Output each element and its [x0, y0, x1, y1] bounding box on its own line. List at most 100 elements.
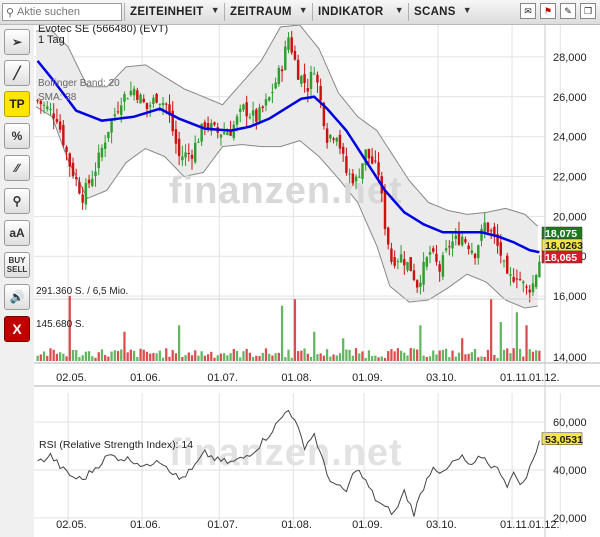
volume-bar — [55, 353, 59, 361]
menu-scans[interactable]: SCANS ▼ — [408, 3, 476, 21]
edit-icon[interactable]: ✎ — [560, 3, 576, 19]
volume-bar — [461, 338, 464, 361]
volume-bar — [535, 350, 538, 361]
volume-bar — [335, 355, 338, 361]
candle-down — [203, 122, 207, 128]
rsi-label: RSI (Relative Strength Index): 14 — [39, 439, 193, 451]
menu-zeiteinheit[interactable]: ZEITEINHEIT ▼ — [124, 3, 224, 21]
x-tick-label: 02.05. — [56, 372, 87, 384]
volume-bar — [94, 357, 97, 361]
volume-bar — [142, 349, 145, 361]
candle-up — [502, 260, 506, 262]
drawing-toolbar: ➢ ╱ TP % ∕∕ ⚲ aA BUY SELL 🔊 X — [0, 25, 35, 537]
volume-bar — [396, 348, 399, 361]
volume-bar — [435, 354, 438, 361]
candle-down — [464, 239, 467, 243]
candle-up — [103, 142, 107, 149]
volume-bar — [255, 355, 258, 361]
percent-tool[interactable]: % — [4, 123, 30, 149]
tp-tool[interactable]: TP — [4, 91, 30, 117]
menu-indikator[interactable]: INDIKATOR ▼ — [312, 3, 408, 21]
volume-bar — [448, 357, 451, 361]
copy-icon[interactable]: ❐ — [580, 3, 596, 19]
volume-bar — [419, 325, 422, 361]
candle-up — [152, 97, 155, 105]
toolbar: ⚲ Aktie suchen ZEITEINHEIT ▼ ZEITRAUM ▼ IN… — [0, 0, 600, 25]
zoom-tool[interactable]: ⚲ — [4, 188, 30, 214]
line-tool[interactable]: ╱ — [4, 60, 30, 86]
parallel-lines-tool[interactable]: ∕∕ — [4, 155, 30, 181]
candle-up — [258, 107, 261, 121]
volume-bar — [506, 348, 509, 361]
chevron-down-icon: ▼ — [462, 5, 472, 15]
text-tool[interactable]: aA — [4, 220, 30, 246]
y-tick-label: 20,000 — [553, 211, 587, 223]
menu-zeitraum[interactable]: ZEITRAUM ▼ — [224, 3, 312, 21]
candle-up — [538, 261, 541, 278]
flag-icon[interactable]: ⚑ — [540, 3, 556, 19]
candle-up — [129, 90, 133, 96]
volume-bar — [46, 355, 49, 361]
x-tick-label: 01.09. — [352, 372, 383, 384]
volume-bar — [62, 353, 65, 361]
volume-label-max: 291.360 S. / 6,5 Mio. — [36, 286, 128, 297]
x-tick-label: 01.09. — [352, 519, 383, 531]
candle-down — [415, 280, 419, 288]
candle-down — [332, 138, 335, 140]
volume-bar — [406, 355, 409, 361]
x-tick-label: 01.11. — [500, 372, 530, 384]
candle-up — [84, 183, 88, 205]
candle-down — [280, 69, 284, 72]
candle-up — [300, 75, 303, 84]
volume-bar — [412, 348, 416, 361]
volume-bar — [454, 356, 457, 361]
volume-bar — [197, 355, 200, 361]
candle-down — [341, 146, 345, 154]
candle-up — [284, 46, 287, 70]
volume-bar — [52, 349, 55, 361]
candle-up — [193, 142, 197, 163]
candle-down — [306, 88, 310, 92]
volume-bar — [528, 349, 531, 361]
candle-down — [58, 121, 62, 130]
candle-down — [338, 134, 342, 149]
volume-bar — [107, 356, 110, 361]
volume-bar — [145, 351, 149, 361]
close-button[interactable]: X — [4, 316, 30, 342]
volume-bar — [441, 349, 445, 361]
candle-up — [100, 147, 104, 158]
search-input[interactable]: ⚲ Aktie suchen — [2, 3, 122, 21]
candle-down — [81, 194, 84, 203]
volume-bar — [219, 353, 223, 361]
pointer-tool[interactable]: ➢ — [4, 29, 30, 55]
candle-down — [435, 253, 438, 262]
volume-bar — [71, 349, 75, 361]
volume-bar — [306, 353, 309, 361]
sound-tool[interactable]: 🔊 — [4, 284, 30, 310]
volume-bar — [438, 350, 441, 361]
volume-bar — [104, 355, 107, 361]
volume-bar — [258, 356, 261, 361]
x-tick-label: 01.12. — [529, 372, 560, 384]
mail-icon[interactable]: ✉ — [520, 3, 536, 19]
volume-bar — [155, 353, 158, 361]
volume-bar — [477, 357, 480, 361]
candle-up — [181, 156, 184, 161]
volume-bar — [116, 351, 120, 361]
rsi-last-value-tag-box — [541, 432, 583, 446]
volume-bar — [123, 331, 126, 361]
candle-down — [78, 181, 81, 194]
y-tick-label: 40,000 — [553, 465, 587, 477]
candle-down — [171, 110, 174, 132]
candle-down — [71, 162, 75, 177]
candle-up — [42, 104, 46, 106]
candle-down — [370, 156, 374, 164]
candle-up — [235, 116, 239, 125]
bollinger-band-fill — [36, 25, 538, 309]
x-tick-label: 01.07. — [207, 519, 238, 531]
volume-bar — [351, 355, 354, 361]
y-tick-label: 60,000 — [553, 417, 587, 429]
candle-up — [248, 116, 252, 118]
cursor-icon: ➢ — [11, 35, 23, 49]
buy-sell-button[interactable]: BUY SELL — [4, 252, 30, 278]
